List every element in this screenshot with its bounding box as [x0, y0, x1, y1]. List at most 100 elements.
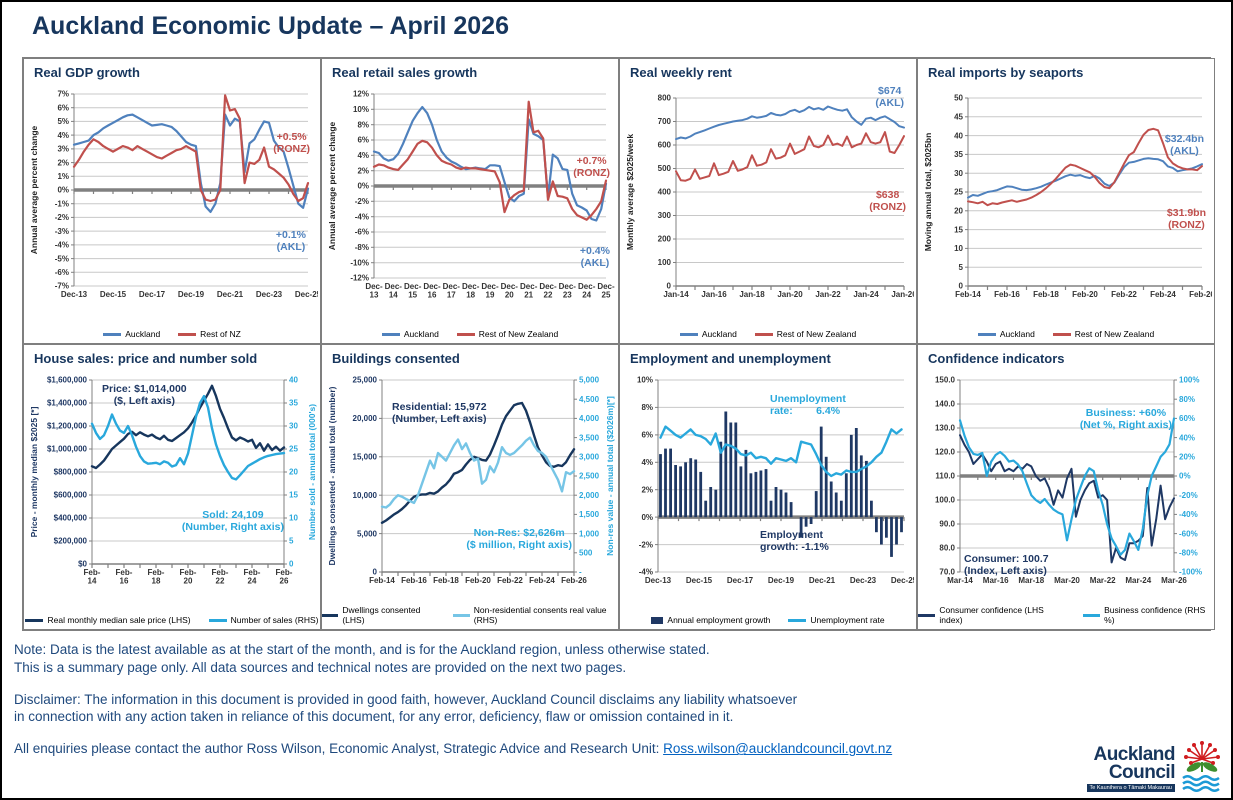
svg-text:Dec-24: Dec-24 — [578, 282, 596, 300]
legend-item: Unemployment rate — [788, 615, 885, 625]
svg-text:Number sold - annual total (0: Number sold - annual total (000's) — [307, 404, 317, 540]
chart-title: Real weekly rent — [630, 65, 732, 80]
disclaimer-text-line2: in connection with any action taken in r… — [14, 709, 734, 725]
logo-word-council: Council — [1108, 761, 1176, 783]
chart-annotation: Business: +60% (Net %, Right axis) — [1079, 407, 1172, 432]
svg-text:200: 200 — [658, 235, 672, 244]
svg-text:100%: 100% — [1179, 376, 1199, 385]
svg-text:-4%: -4% — [355, 212, 369, 221]
legend-item: Annual employment growth — [651, 615, 770, 625]
svg-text:5%: 5% — [57, 117, 69, 126]
chart-title: Confidence indicators — [928, 351, 1065, 366]
chart-panel-imports: Real imports by seaports 0 5 10 15 20 25 30 35 40… — [917, 58, 1215, 344]
legend-item: Rest of New Zealand — [1052, 329, 1154, 339]
chart-annotation: $638 (RONZ) — [869, 189, 906, 214]
legend-label: Number of sales (RHS) — [230, 615, 319, 625]
legend-label: Rest of NZ — [200, 329, 241, 339]
svg-text:20,000: 20,000 — [353, 414, 378, 423]
chart-legend: Auckland Rest of NZ — [24, 329, 320, 339]
svg-text:600: 600 — [658, 141, 672, 150]
svg-text:Dec-17: Dec-17 — [139, 290, 166, 299]
svg-text:Feb-24: Feb-24 — [244, 568, 261, 586]
svg-text:4%: 4% — [641, 458, 653, 467]
svg-text:Dec-15: Dec-15 — [100, 290, 127, 299]
svg-text:Dec-25: Dec-25 — [597, 282, 615, 300]
contact-text: All enquiries please contact the author … — [14, 741, 664, 757]
svg-text:Feb-20: Feb-20 — [465, 576, 491, 585]
svg-text:12%: 12% — [353, 90, 369, 99]
svg-text:Dec-16: Dec-16 — [423, 282, 441, 300]
contact-email-link[interactable]: Ross.wilson@aucklandcouncil.govt.nz — [663, 741, 893, 757]
svg-text:$1,200,000: $1,200,000 — [47, 422, 88, 431]
legend-swatch — [208, 618, 227, 622]
chart-annotation: $31.9bn (RONZ) — [1166, 207, 1206, 232]
svg-text:500: 500 — [579, 549, 593, 558]
svg-text:$600,000: $600,000 — [54, 491, 88, 500]
legend-label: Business confidence (RHS %) — [1104, 605, 1206, 625]
svg-text:Dec-21: Dec-21 — [520, 282, 538, 300]
svg-text:400: 400 — [658, 188, 672, 197]
svg-text:10%: 10% — [637, 376, 653, 385]
chart-annotation: Consumer: 100.7 (Index, Left axis) — [964, 553, 1049, 578]
svg-text:Dec-23: Dec-23 — [850, 576, 877, 585]
svg-text:25: 25 — [289, 445, 298, 454]
svg-text:$800,000: $800,000 — [54, 468, 88, 477]
svg-text:Mar-22: Mar-22 — [1090, 576, 1116, 585]
legend-swatch — [25, 618, 44, 622]
svg-text:Dec-15: Dec-15 — [404, 282, 422, 300]
svg-text:6%: 6% — [57, 103, 69, 112]
legend-swatch — [788, 618, 807, 622]
svg-text:Mar-16: Mar-16 — [983, 576, 1009, 585]
svg-text:70.0: 70.0 — [939, 568, 955, 577]
chart-legend: Dwellings consented (LHS) Non-residential… — [322, 605, 618, 625]
svg-text:Mar-26: Mar-26 — [1161, 576, 1187, 585]
chart-legend: Auckland Rest of New Zealand — [322, 329, 618, 339]
svg-text:Dec-13: Dec-13 — [61, 290, 88, 299]
svg-text:-2%: -2% — [55, 213, 69, 222]
svg-text:Feb-14: Feb-14 — [369, 576, 395, 585]
svg-text:Dec-25: Dec-25 — [891, 576, 914, 585]
svg-text:100: 100 — [658, 258, 672, 267]
chart-canvas: -7% -6% -5% -4% -3% -2% -1% 0% 1% 2% 3% 4% 5% 6% 7% Dec… — [29, 90, 318, 299]
svg-text:0: 0 — [667, 282, 672, 291]
chart-canvas: 0 5,000 10,000 15,000 20,000 25,000 - 500 1,000 1… — [327, 376, 615, 585]
svg-text:-20%: -20% — [1179, 491, 1198, 500]
svg-text:0%: 0% — [1179, 472, 1191, 481]
svg-text:2%: 2% — [357, 166, 369, 175]
svg-text:-80%: -80% — [1179, 549, 1198, 558]
logo-tagline: Te Kaunihera o Tāmaki Makaurau — [1086, 784, 1175, 792]
svg-text:Feb-20: Feb-20 — [180, 568, 197, 586]
svg-text:Feb-22: Feb-22 — [212, 568, 229, 586]
chart-canvas: $0 $200,000 $400,000 $600,000 $800,000 $1,000… — [29, 376, 317, 586]
chart-title: Buildings consented — [332, 351, 460, 366]
legend-swatch — [651, 616, 664, 624]
legend-swatch — [754, 332, 773, 336]
svg-text:1,000: 1,000 — [579, 529, 600, 538]
svg-text:500: 500 — [658, 164, 672, 173]
legend-item: Business confidence (RHS %) — [1082, 605, 1214, 625]
svg-text:40%: 40% — [1179, 433, 1195, 442]
svg-text:Dec-20: Dec-20 — [501, 282, 519, 300]
svg-text:-6%: -6% — [55, 268, 69, 277]
svg-text:1%: 1% — [57, 172, 69, 181]
legend-label: Annual employment growth — [667, 615, 771, 625]
svg-text:20%: 20% — [1179, 453, 1195, 462]
svg-text:2,500: 2,500 — [579, 472, 600, 481]
svg-text:Annual average percent change: Annual average percent change — [29, 125, 39, 254]
svg-text:6%: 6% — [641, 431, 653, 440]
svg-text:60%: 60% — [1179, 414, 1195, 423]
svg-text:-2%: -2% — [355, 197, 369, 206]
svg-text:Dec-13: Dec-13 — [645, 576, 672, 585]
svg-text:Dec-17: Dec-17 — [727, 576, 754, 585]
svg-text:30: 30 — [289, 422, 298, 431]
svg-text:Feb-18: Feb-18 — [148, 568, 165, 586]
svg-text:10,000: 10,000 — [353, 491, 378, 500]
svg-text:10: 10 — [289, 514, 298, 523]
pohutukawa-flower-icon — [1182, 741, 1220, 792]
svg-text:8%: 8% — [641, 403, 653, 412]
svg-text:20: 20 — [289, 468, 298, 477]
legend-label: Dwellings consented (LHS) — [342, 605, 421, 625]
svg-text:Jan-14: Jan-14 — [663, 290, 689, 299]
legend-item: Auckland — [977, 329, 1035, 339]
logo-word-auckland: Auckland — [1093, 743, 1175, 765]
